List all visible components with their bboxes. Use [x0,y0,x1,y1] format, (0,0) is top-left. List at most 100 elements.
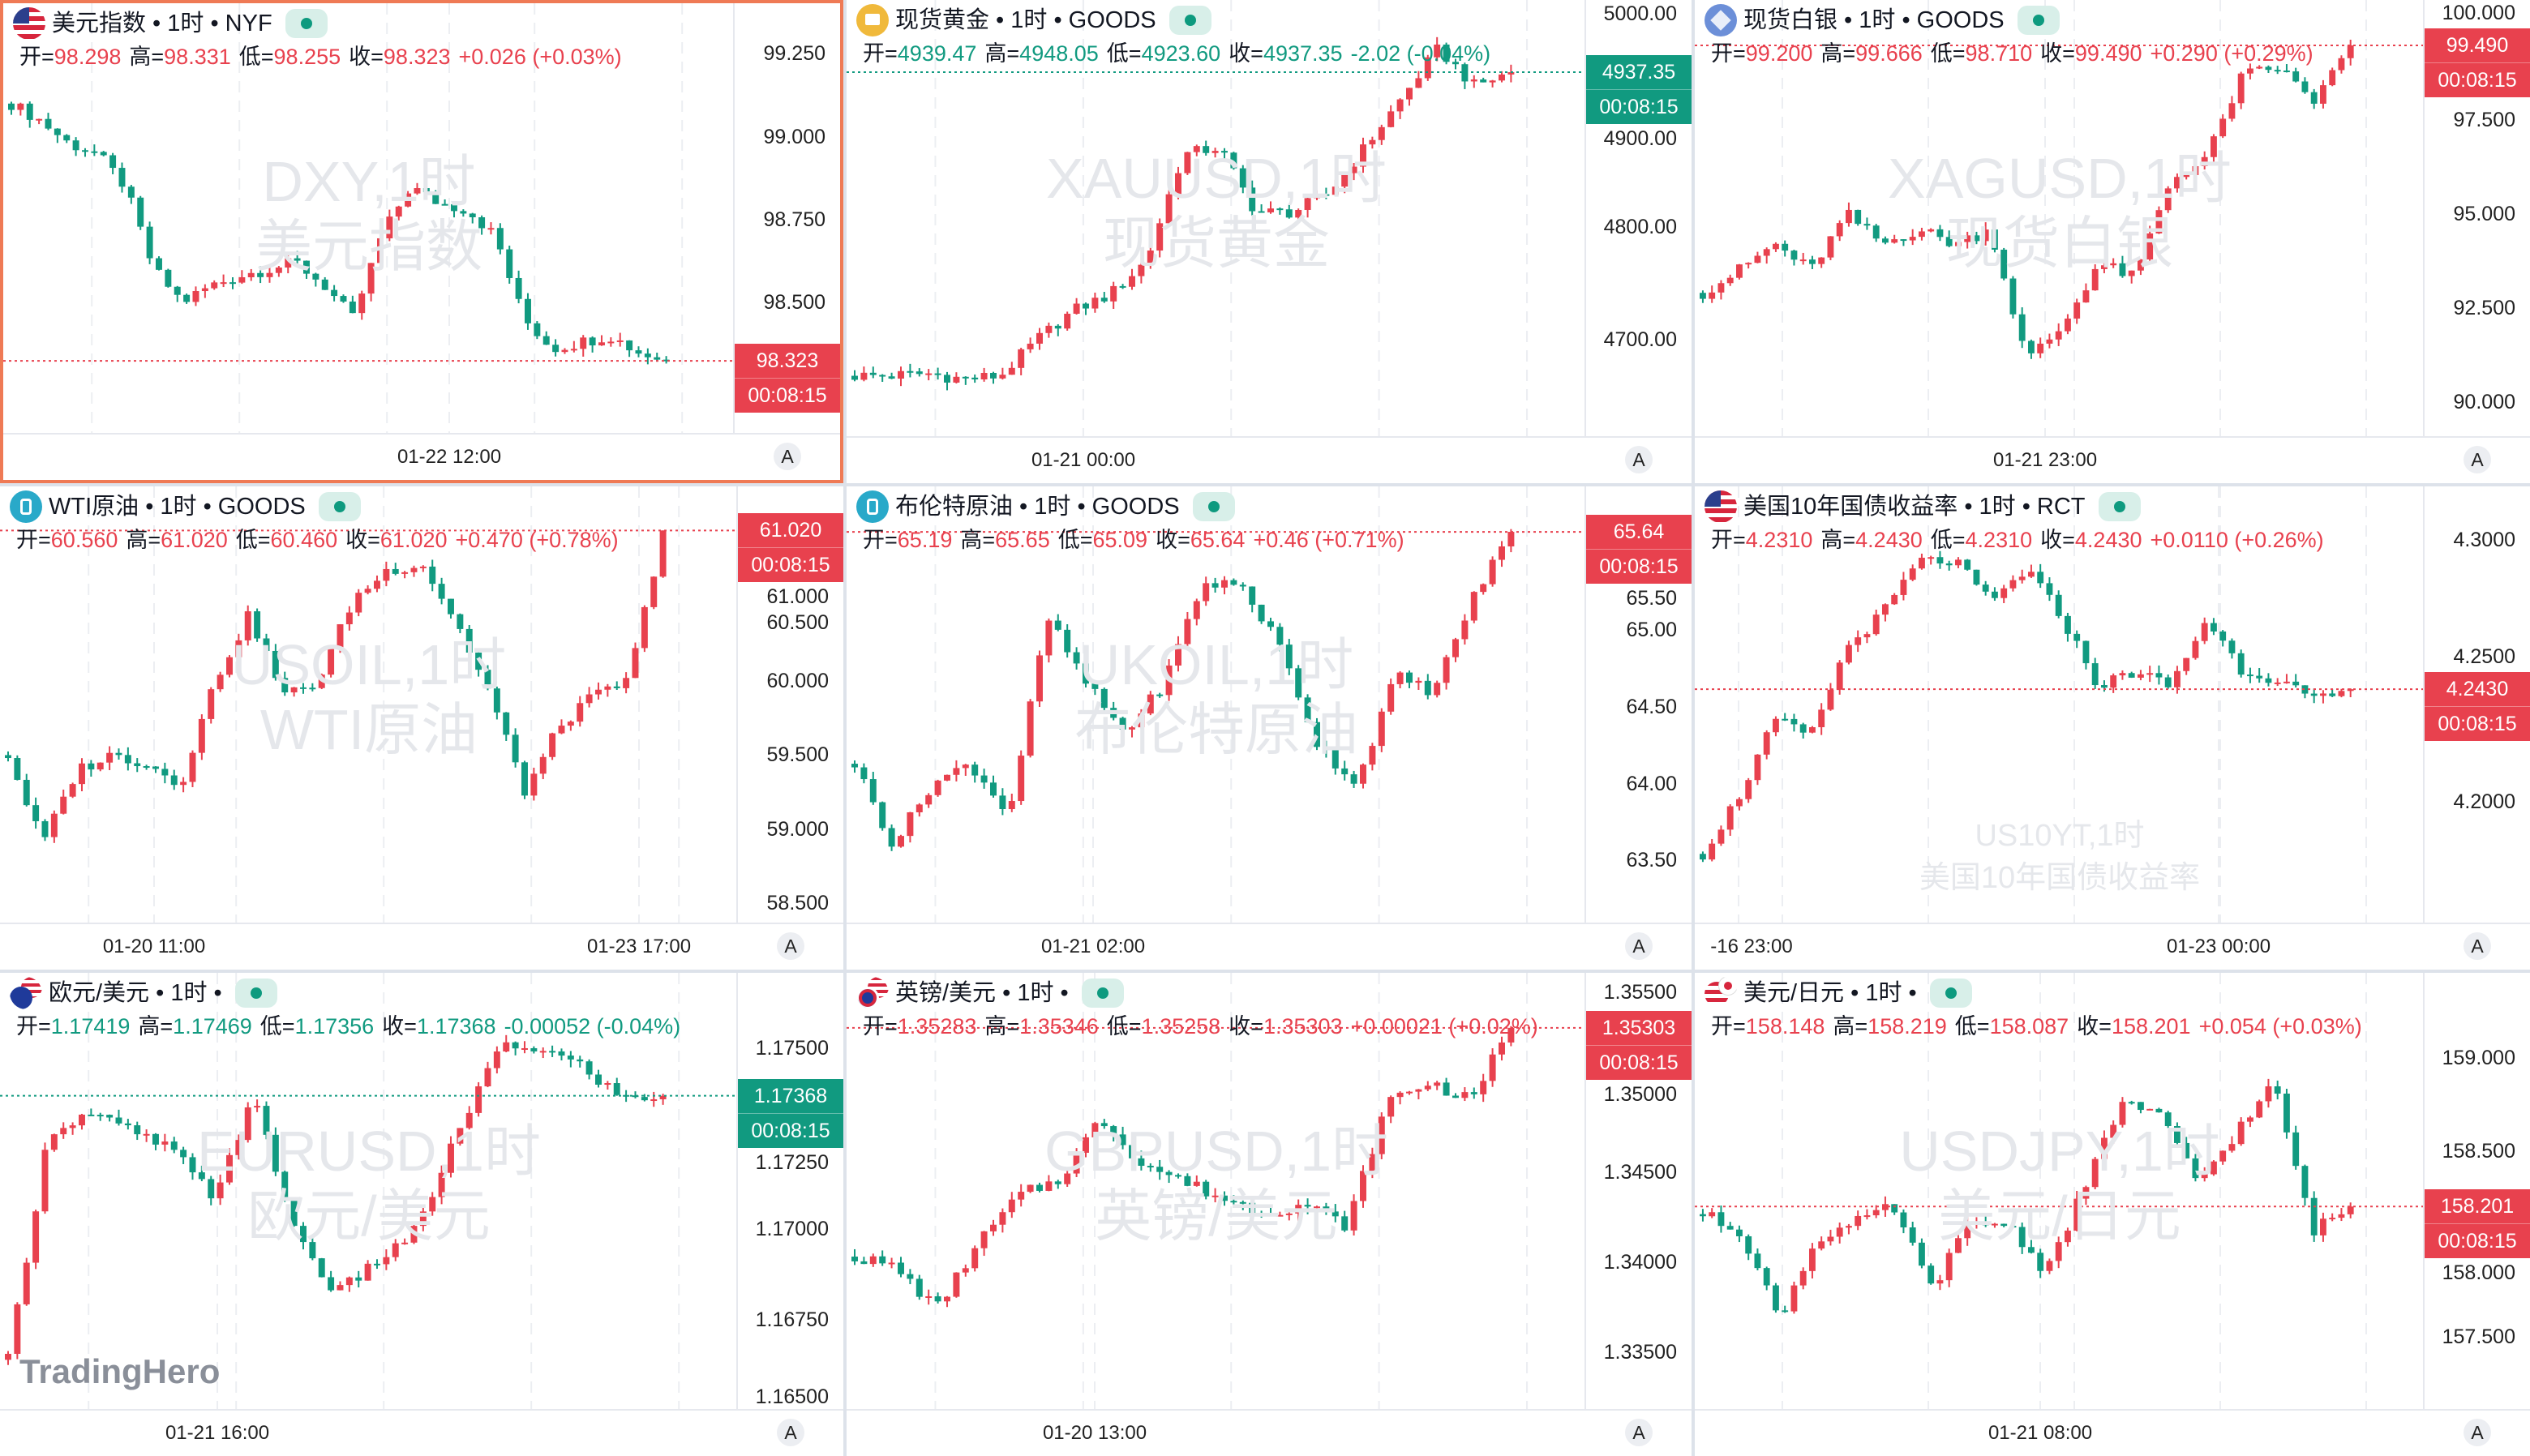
time-axis[interactable]: 01-20 13:00 A [847,1409,1692,1456]
plot-area[interactable] [847,486,1586,924]
candlestick-chart[interactable] [3,3,741,441]
chart-panel-eurusd[interactable]: 欧元/美元 • 1时 • 开=1.17419 高=1.17469 低=1.17356 收… [0,973,843,1456]
candle [898,836,904,847]
time-axis[interactable]: 01-21 02:00 A [847,923,1692,970]
chart-title[interactable]: WTI原油 • 1时 • GOODS [49,494,306,520]
candle [2237,653,2245,675]
candle [1323,1206,1330,1212]
ohlc-value-high: 158.219 [1867,1014,1947,1038]
candle [650,576,658,607]
candle [561,349,568,353]
candle [2073,633,2081,641]
candle [1054,620,1061,630]
candle [1100,298,1108,302]
price-axis[interactable]: 100.000 97.500 95.000 92.500 90.000 99.490 00:… [2423,0,2530,438]
candle [45,118,52,129]
auto-scale-button[interactable]: A [1625,446,1653,473]
chart-panel-ukoil[interactable]: 布伦特原油 • 1时 • GOODS 开=65.19 高=65.65 低=65.09 收… [847,486,1692,970]
auto-scale-button[interactable]: A [1625,1419,1653,1446]
candle [1945,237,1953,246]
candlestick-chart[interactable] [0,486,738,924]
chart-panel-us10y[interactable]: 美国10年国债收益率 • 1时 • RCT 开=4.2310 高=4.2430 低=4… [1695,486,2530,970]
candlestick-chart[interactable] [847,973,1586,1411]
candle [1909,1227,1916,1243]
price-axis[interactable]: 159.000 158.500 158.000 157.500 158.201 00:08… [2423,973,2530,1411]
plot-area[interactable] [1695,486,2425,924]
chart-panel-xauusd[interactable]: 现货黄金 • 1时 • GOODS 开=4939.47 高=4948.05 低=492… [847,0,1692,483]
ohlc-value-high: 65.65 [995,528,1050,552]
ohlc-label-close: 收= [1229,1014,1263,1038]
plot-area[interactable] [0,486,738,924]
auto-scale-button[interactable]: A [2464,1419,2491,1446]
chart-title[interactable]: 美国10年国债收益率 • 1时 • RCT [1743,494,2086,520]
candle [980,775,988,783]
time-axis[interactable]: -16 23:00 01-23 00:00 A [1695,923,2530,970]
plot-area[interactable] [1695,0,2425,438]
price-axis[interactable]: 4.3000 4.2500 4.2000 4.2430 00:08:15 [2423,486,2530,924]
price-axis[interactable]: 5000.00 4900.00 4800.00 4700.00 4937.35 00:08… [1584,0,1692,438]
candle [1827,236,1834,258]
chart-title[interactable]: 欧元/美元 • 1时 • [49,980,222,1006]
chart-title[interactable]: 布伦特原油 • 1时 • GOODS [895,494,1180,520]
price-axis[interactable]: 1.35500 1.35000 1.34500 1.34000 1.33500 1.353… [1584,973,1692,1411]
candlestick-chart[interactable] [847,0,1586,438]
ohlc-readout: 开=4.2310 高=4.2430 低=4.2310 收=4.2430 +0.0110 … [1711,527,2324,553]
bar-countdown: 00:08:15 [1586,1044,1692,1080]
chart-panel-dxy[interactable]: 美元指数 • 1时 • NYF 开=98.298 高=98.331 低=98.255 收… [0,0,843,483]
candlestick-chart[interactable] [1695,973,2425,1411]
candle [1452,62,1459,65]
chart-panel-xagusd[interactable]: 现货白银 • 1时 • GOODS 开=99.200 高=99.666 低=98.71… [1695,0,2530,483]
chart-title[interactable]: 英镑/美元 • 1时 • [895,980,1069,1006]
time-axis[interactable]: 01-22 12:00 A [3,433,840,480]
candle [2164,677,2172,687]
candle [1110,1126,1117,1135]
price-axis[interactable]: 61.000 60.500 60.000 59.500 59.000 58.500 61.0… [736,486,843,924]
auto-scale-button[interactable]: A [1625,932,1653,960]
price-axis[interactable]: 65.50 65.00 64.50 64.00 63.50 65.64 00:08:15 [1584,486,1692,924]
candlestick-chart[interactable] [1695,0,2425,438]
auto-scale-button[interactable]: A [774,443,801,470]
chart-title[interactable]: 现货黄金 • 1时 • GOODS [895,7,1156,33]
candle [1239,1201,1246,1204]
candlestick-chart[interactable] [0,973,738,1411]
auto-scale-button[interactable]: A [777,1419,804,1446]
market-open-badge [285,9,328,38]
last-price-label: 65.64 00:08:15 [1586,515,1692,585]
candlestick-chart[interactable] [847,486,1586,924]
candle [2283,681,2290,683]
candle [2256,675,2263,679]
candlestick-chart[interactable] [1695,486,2425,924]
plot-area[interactable] [0,973,738,1411]
ohlc-change: +0.470 (+0.78%) [455,528,619,552]
chart-title[interactable]: 美元/日元 • 1时 • [1743,980,1917,1006]
candle [201,288,208,292]
candle [2164,188,2172,211]
chart-title[interactable]: 现货白银 • 1时 • GOODS [1743,7,2005,33]
auto-scale-button[interactable]: A [2464,932,2491,960]
time-axis[interactable]: 01-21 16:00 A [0,1409,843,1456]
time-axis[interactable]: 01-20 11:00 01-23 17:00 A [0,923,843,970]
candle [1378,1116,1385,1154]
plot-area[interactable] [3,3,741,441]
candle [374,1263,380,1265]
chart-panel-usdjpy[interactable]: 美元/日元 • 1时 • 开=158.148 高=158.219 低=158.087 收… [1695,973,2530,1456]
price-axis[interactable]: 1.17500 1.17250 1.17000 1.16750 1.16500 1.173… [736,973,843,1411]
auto-scale-button[interactable]: A [777,932,804,960]
plot-area[interactable] [1695,973,2425,1411]
chart-panel-gbpusd[interactable]: 英镑/美元 • 1时 • 开=1.35283 高=1.35346 低=1.35258 收… [847,973,1692,1456]
time-axis[interactable]: 01-21 00:00 A [847,436,1692,483]
time-axis[interactable]: 01-21 08:00 A [1695,1409,2530,1456]
price-axis[interactable]: 99.250 99.000 98.750 98.500 98.323 00:08:15 [733,3,840,435]
candle [475,653,482,670]
candle [1782,243,1789,251]
auto-scale-button[interactable]: A [2464,446,2491,473]
plot-area[interactable] [847,973,1586,1411]
time-axis[interactable]: 01-21 23:00 A [1695,436,2530,483]
plot-area[interactable] [847,0,1586,438]
chart-title[interactable]: 美元指数 • 1时 • NYF [52,11,272,36]
candle [1754,1253,1761,1269]
bar-countdown: 00:08:15 [2425,62,2530,97]
chart-panel-usoil[interactable]: WTI原油 • 1时 • GOODS 开=60.560 高=61.020 低=60.4… [0,486,843,970]
ohlc-label-low: 低= [259,1014,295,1038]
candle [598,342,605,346]
